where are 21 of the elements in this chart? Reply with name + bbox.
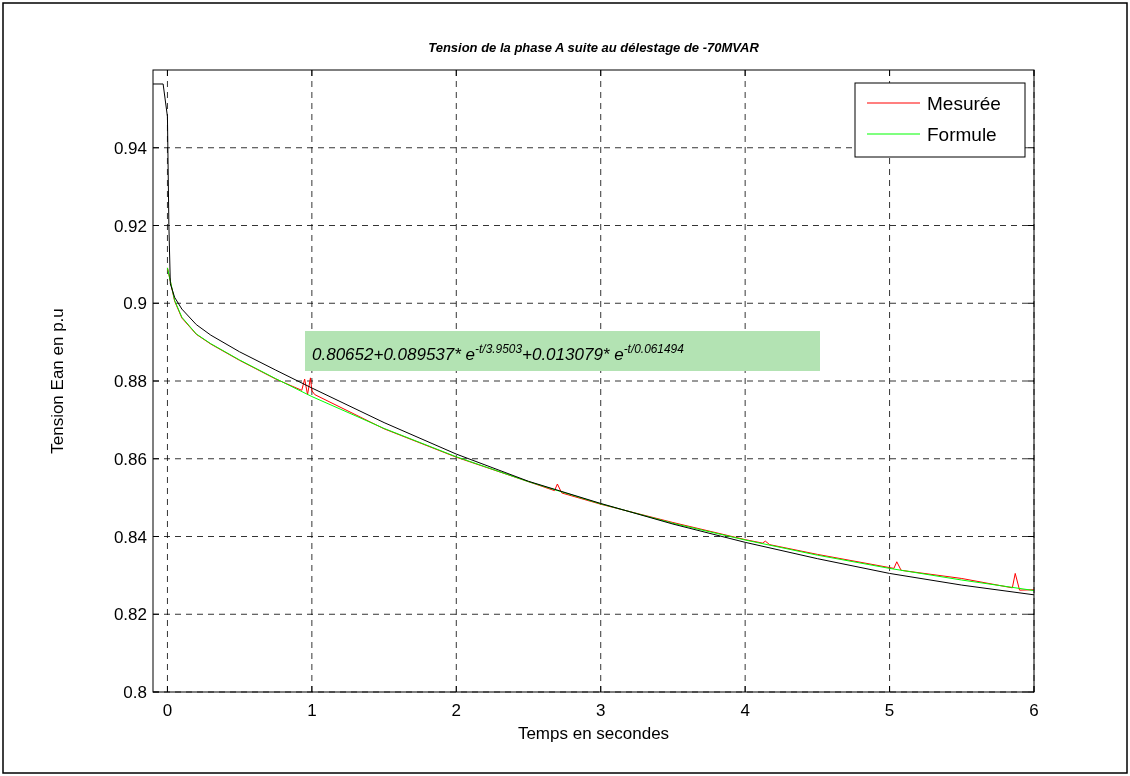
legend-label: Mesurée (927, 93, 1001, 114)
x-tick-label: 6 (1029, 701, 1039, 720)
x-tick-label: 4 (740, 701, 750, 720)
legend-label: Formule (927, 124, 997, 145)
y-tick-label: 0.8 (123, 683, 147, 702)
y-tick-label: 0.84 (113, 527, 147, 547)
y-tick-label: 0.94 (113, 138, 147, 158)
x-axis-title: Temps en secondes (517, 724, 670, 743)
chart-title: Tension de la phase A suite au délestage de -70MVAR (428, 40, 760, 55)
x-tick-label: 3 (595, 701, 606, 720)
x-tick-label: 1 (307, 701, 317, 720)
y-tick-label: 0.9 (123, 294, 147, 314)
y-tick-label: 0.92 (113, 216, 147, 236)
x-tick-label: 0 (162, 701, 173, 720)
y-tick-label: 0.82 (113, 605, 147, 625)
y-axis-title: Tension Ean en p.u (48, 308, 67, 454)
y-tick-label: 0.86 (113, 449, 147, 469)
x-tick-label: 2 (451, 701, 462, 720)
x-tick-label: 5 (884, 701, 895, 720)
annotation: 0.80652+0.089537* e$^{-t/3.9503}$+0.013079* e$^{-t/0.061494}$ (312, 342, 685, 364)
y-tick-label: 0.88 (113, 372, 147, 391)
